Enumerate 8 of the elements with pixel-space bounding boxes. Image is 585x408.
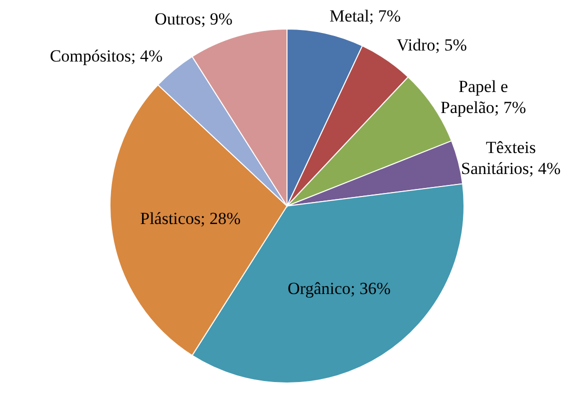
slice-label: Têxteis Sanitários; 4% (461, 138, 561, 178)
slice-label: Outros; 9% (154, 10, 233, 29)
slice-label: Metal; 7% (330, 6, 401, 26)
slice-label: Vidro; 5% (396, 36, 467, 55)
slice-label: Orgânico; 36% (288, 279, 391, 298)
slice-label: Plásticos; 28% (140, 209, 241, 228)
slice-label: Papel e Papelão; 7% (440, 76, 526, 117)
slice-label: Compósitos; 4% (50, 46, 163, 66)
